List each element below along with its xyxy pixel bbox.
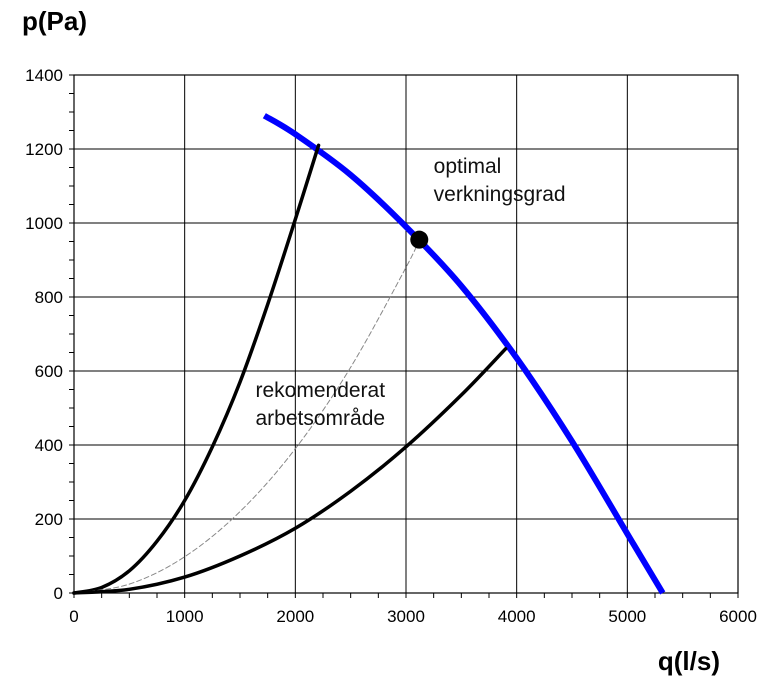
y-tick-label: 1200 — [25, 140, 63, 159]
minor-ticks — [69, 74, 739, 598]
x-tick-label: 3000 — [387, 607, 425, 626]
y-tick-labels: 0 200 400 600 800 1000 1200 1400 — [25, 66, 63, 603]
x-axis-title: q(l/s) — [658, 646, 720, 676]
lower-system-curve-line — [72, 347, 508, 595]
upper-system-curve-line — [72, 143, 321, 595]
x-tick-label: 5000 — [608, 607, 646, 626]
x-tick-labels: 0 1000 2000 3000 4000 5000 6000 — [69, 607, 757, 626]
curves — [72, 113, 666, 595]
fan-curve-line — [262, 113, 666, 595]
y-tick-label: 800 — [35, 288, 63, 307]
x-tick-label: 2000 — [276, 607, 314, 626]
x-tick-label: 4000 — [498, 607, 536, 626]
y-tick-label: 1000 — [25, 214, 63, 233]
y-tick-label: 0 — [54, 584, 63, 603]
y-tick-label: 200 — [35, 510, 63, 529]
x-tick-label: 1000 — [166, 607, 204, 626]
y-tick-label: 1400 — [25, 66, 63, 85]
range-annotation-line: rekomenderat — [255, 379, 385, 402]
plot-frame — [73, 74, 739, 594]
optimal-efficiency-point — [410, 230, 429, 249]
y-axis-title: p(Pa) — [22, 6, 87, 36]
x-tick-label: 6000 — [719, 607, 757, 626]
optimal-annotation-line: optimal — [434, 155, 502, 178]
optimal-annotation-line: verkningsgrad — [434, 183, 566, 206]
annotations: optimal verkningsgrad rekomenderat arbetsom… — [255, 155, 565, 430]
x-tick-label: 0 — [69, 607, 78, 626]
y-tick-label: 600 — [35, 362, 63, 381]
range-annotation-line: arbetsområde — [255, 407, 385, 430]
y-tick-label: 400 — [35, 436, 63, 455]
